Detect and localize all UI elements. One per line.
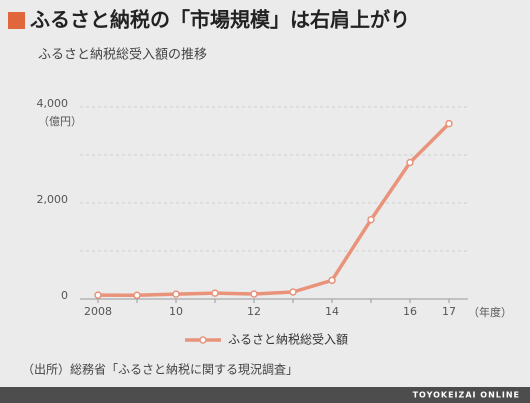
title-marker xyxy=(8,12,25,29)
data-point xyxy=(250,290,258,298)
data-point xyxy=(94,291,102,299)
y-tick-label: 0 xyxy=(61,289,68,302)
data-point xyxy=(406,158,414,167)
x-tick-label: 14 xyxy=(325,305,339,318)
data-point xyxy=(289,288,297,296)
y-tick-label: 4,000 xyxy=(37,97,69,110)
footer: TOYOKEIZAI ONLINE xyxy=(413,391,520,400)
x-tick-label: 12 xyxy=(247,305,261,318)
data-point xyxy=(211,289,219,297)
y-tick-label: 2,000 xyxy=(37,193,69,206)
data-point xyxy=(328,276,336,285)
data-point xyxy=(172,290,180,298)
x-tick-label: 16 xyxy=(403,305,417,318)
x-tick-label: 17 xyxy=(442,305,456,318)
source: （出所）総務省「ふるさと納税に関する現況調査」 xyxy=(22,362,298,377)
data-line xyxy=(97,122,451,298)
x-tick-label: 2008 xyxy=(84,305,112,318)
x-unit: （年度） xyxy=(468,305,512,319)
data-point xyxy=(367,215,375,224)
chart-title: ふるさと納税の「市場規模」は右肩上がり xyxy=(30,8,410,32)
chart-subtitle: ふるさと納税総受入額の推移 xyxy=(38,48,207,63)
footer-bar xyxy=(0,387,530,403)
data-point xyxy=(133,291,141,300)
legend-marker xyxy=(199,336,207,344)
x-tick-label: 10 xyxy=(169,305,183,318)
data-point xyxy=(445,119,453,128)
legend-label: ふるさと納税総受入額 xyxy=(228,333,348,347)
y-unit: （億円） xyxy=(38,115,82,128)
